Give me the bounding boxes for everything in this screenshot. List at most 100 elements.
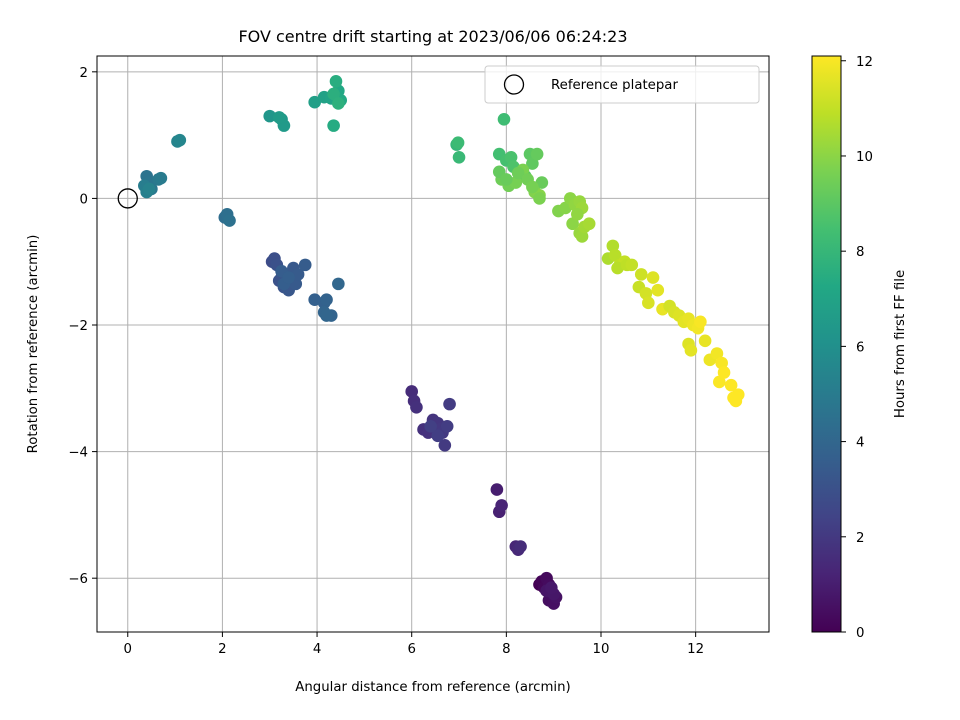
data-point	[535, 176, 549, 189]
points-layer	[138, 75, 745, 610]
data-point	[514, 540, 527, 553]
data-point	[500, 173, 513, 186]
data-point	[526, 157, 539, 170]
colorbar-tick-label: 2	[856, 531, 864, 546]
data-point	[509, 176, 523, 189]
data-point	[710, 347, 724, 360]
data-point	[223, 214, 236, 227]
data-point	[320, 309, 333, 322]
data-point	[443, 397, 456, 411]
x-tick-label: 12	[687, 642, 704, 657]
data-point	[440, 419, 454, 433]
colorbar-gradient	[812, 56, 841, 632]
data-point	[731, 388, 745, 401]
data-point	[530, 147, 544, 161]
x-tick-label: 10	[593, 642, 610, 657]
x-tick-label: 2	[218, 642, 226, 657]
data-point	[634, 268, 648, 281]
data-point	[715, 356, 728, 370]
legend: Reference platepar	[484, 65, 760, 104]
y-tick-label: −6	[68, 572, 88, 587]
legend-entry-reference: Reference platepar	[551, 78, 678, 93]
y-tick-label: 2	[80, 66, 88, 81]
plot-background	[97, 56, 769, 632]
colorbar-tick-label: 12	[856, 55, 873, 70]
data-point	[646, 271, 660, 284]
x-tick-label: 8	[502, 642, 510, 657]
data-point	[308, 293, 321, 306]
data-point	[142, 182, 156, 196]
colorbar-label: Hours from first FF file	[893, 270, 908, 418]
y-axis-label: Rotation from reference (arcmin)	[26, 235, 41, 454]
data-point	[497, 112, 511, 126]
data-point	[575, 230, 589, 243]
y-tick-label: −2	[68, 319, 88, 334]
reference-layer	[117, 188, 138, 209]
y-axis-ticks: −6 −4 −2 0 2	[68, 66, 97, 587]
data-point	[327, 119, 340, 132]
data-point	[684, 344, 698, 357]
data-point	[713, 375, 726, 389]
data-point	[329, 75, 343, 88]
data-point	[495, 499, 508, 512]
data-point	[438, 438, 452, 452]
x-tick-label: 4	[313, 642, 321, 657]
data-point	[490, 483, 504, 496]
data-point	[405, 385, 419, 398]
data-point	[582, 217, 596, 231]
data-point	[431, 429, 445, 443]
data-point	[298, 258, 312, 272]
data-point	[173, 133, 187, 147]
data-point	[639, 287, 653, 300]
y-tick-label: 0	[80, 192, 88, 207]
data-point	[545, 581, 558, 594]
data-point	[504, 150, 518, 164]
data-point	[566, 217, 579, 231]
data-point	[698, 334, 712, 348]
data-point	[526, 180, 539, 194]
data-point	[291, 268, 305, 281]
x-axis-label: Angular distance from reference (arcmin)	[295, 680, 570, 695]
data-point	[327, 87, 340, 101]
plot-frame	[96, 55, 770, 633]
y-tick-label: −4	[68, 446, 88, 461]
data-point	[724, 378, 738, 392]
colorbar-tick-label: 4	[856, 436, 864, 451]
colorbar-tick-label: 10	[856, 150, 873, 165]
data-point	[608, 249, 622, 262]
colorbar-tick-label: 8	[856, 245, 864, 260]
data-point	[642, 296, 655, 310]
data-point	[717, 366, 731, 379]
data-point	[282, 271, 295, 284]
x-tick-label: 6	[407, 642, 415, 657]
grid-layer	[97, 56, 769, 632]
colorbar-frame	[811, 55, 842, 633]
data-point	[263, 109, 277, 123]
colorbar-ticks: 0 2 4 6 8 10 12	[841, 55, 873, 641]
colorbar-tick-label: 6	[856, 340, 864, 355]
x-axis-ticks: 0 2 4 6 8 10 12	[124, 632, 704, 657]
data-point	[424, 419, 437, 433]
data-point	[320, 293, 333, 306]
legend-reference-marker-icon	[503, 74, 525, 95]
data-point	[272, 111, 286, 124]
data-point	[694, 315, 707, 329]
plot-area: 0 2 4 6 8 10 12 −6 −4 −2 0 2	[68, 55, 770, 657]
data-point	[533, 192, 546, 205]
colorbar-tick-label: 0	[856, 626, 864, 641]
data-point	[410, 400, 423, 414]
legend-box	[484, 65, 760, 104]
data-point	[606, 239, 620, 253]
data-point	[625, 258, 639, 272]
data-point	[571, 207, 584, 221]
colorbar: 0 2 4 6 8 10 12 Hours from first FF file	[811, 55, 908, 641]
data-point	[559, 201, 572, 215]
data-point	[154, 171, 168, 185]
chart-title: FOV centre drift starting at 2023/06/06 …	[238, 27, 627, 46]
data-point	[511, 166, 525, 180]
data-point	[308, 95, 321, 109]
data-point	[651, 283, 665, 297]
data-point	[451, 136, 465, 150]
x-tick-label: 0	[124, 642, 132, 657]
